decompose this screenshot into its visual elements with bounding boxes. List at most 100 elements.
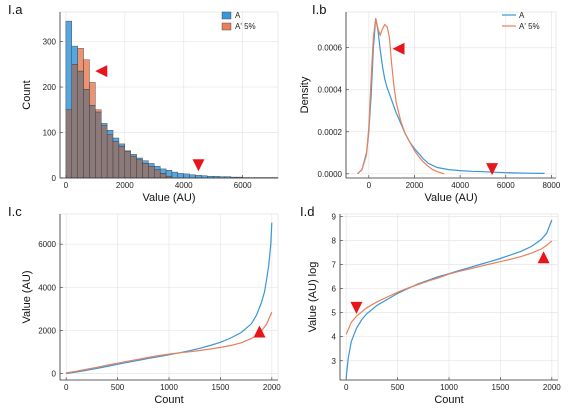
x-tick-label: 500 [111,383,125,392]
bar-overlap [66,110,72,178]
x-tick-label: 6000 [497,181,515,190]
bar-a5-excess [89,82,95,105]
bar-a-excess [196,175,202,178]
x-tick-label: 6000 [234,181,252,190]
bar-a-excess [148,163,154,166]
bar-overlap [72,64,78,178]
y-tick-label: 5 [332,309,337,318]
legend: A A' 5% [502,11,540,31]
x-tick-label: 4000 [451,181,469,190]
marker-triangle-down [486,163,498,175]
y-tick-label: 4 [332,333,337,342]
y-tick-label: 3 [332,357,337,366]
y-axis-label: Value (AU) [21,271,33,324]
x-axis-label: Count [434,394,463,406]
y-tick-label: 0 [52,370,57,379]
bar-overlap [113,142,119,178]
x-tick-label: 0 [367,181,372,190]
bar-a-excess [166,170,172,176]
bar-a-excess [101,123,107,125]
x-tick-label: 1500 [212,383,230,392]
bar-overlap [107,135,113,178]
legend-label: A [519,11,525,20]
bar-a-excess [137,158,143,160]
legend-label: A' 5% [519,22,540,31]
bar-a5-excess [95,110,101,112]
y-tick-label: 0 [52,174,57,183]
bar-a-excess [142,161,148,164]
bar-overlap [137,160,143,178]
bar-a5-excess [78,48,84,71]
x-tick-label: 2000 [543,383,561,392]
bar-overlap [131,156,137,178]
bar-a-excess [119,144,125,146]
bar-overlap [125,152,131,178]
y-tick-label: 200 [43,83,57,92]
bar-overlap [142,163,148,178]
bar-a-excess [184,174,190,178]
bar-a-excess [66,21,72,110]
y-tick-label: 4000 [38,283,56,292]
x-tick-label: 0 [344,383,349,392]
y-axis-label: Value (AU) log [307,262,319,333]
bar-overlap [119,146,125,178]
legend-swatch [222,12,231,19]
panel-ic: 0 500 1000 1500 2000 0 2000 4000 6000 Count Value … [8,204,281,406]
y-tick-label: 0.0006 [318,44,343,53]
series-line-a5 [357,18,444,174]
x-tick-label: 1500 [492,383,510,392]
y-tick-label: 100 [43,129,57,138]
bar-a-excess [178,173,184,178]
y-tick-label: 0.0000 [318,170,343,179]
legend-label: A' 5% [235,22,256,31]
x-tick-label: 1000 [440,383,458,392]
plot-frame [346,12,556,178]
y-tick-label: 6000 [38,240,56,249]
marker-triangle-left [393,43,405,55]
panel-label: I.d [300,204,314,219]
panel-id: 0 500 1000 1500 2000 3 4 5 6 7 8 9 Count Value (AU) l… [300,204,561,406]
y-tick-label: 6 [332,285,337,294]
x-tick-label: 500 [391,383,405,392]
marker-triangle-left [95,65,107,77]
bar-a-excess [172,172,178,178]
bar-overlap [78,71,84,178]
x-tick-label: 8000 [543,181,561,190]
y-tick-label: 9 [332,212,337,221]
panel-label: I.a [8,2,23,17]
panel-label: I.b [312,2,326,17]
bar-a-excess [190,175,196,178]
bar-a-excess [72,46,78,64]
bar-overlap [84,89,90,178]
x-tick-label: 0 [64,383,69,392]
y-axis-label: Density [299,76,311,113]
bar-a5-excess [84,60,90,90]
y-tick-label: 0.0002 [318,128,343,137]
x-axis-label: Value (AU) [143,192,196,204]
x-tick-label: 2000 [263,383,281,392]
bar-overlap [89,105,95,178]
x-axis-label: Value (AU) [425,192,478,204]
legend-swatch [222,23,231,30]
bar-overlap [160,173,166,178]
y-axis-label: Count [21,80,33,109]
bar-a-excess [113,138,119,142]
bar-a-excess [160,169,166,174]
x-axis-label: Count [154,394,183,406]
bar-overlap [154,170,160,178]
y-tick-label: 8 [332,236,337,245]
bar-a-excess [154,166,160,170]
x-tick-label: 1000 [160,383,178,392]
x-tick-label: 4000 [175,181,193,190]
legend-label: A [235,11,241,20]
y-tick-label: 7 [332,261,337,270]
panel-label: I.c [8,204,22,219]
y-tick-label: 0.0004 [318,86,343,95]
marker-triangle-down [192,159,204,171]
y-tick-label: 2000 [38,326,56,335]
bar-a-excess [107,130,113,135]
